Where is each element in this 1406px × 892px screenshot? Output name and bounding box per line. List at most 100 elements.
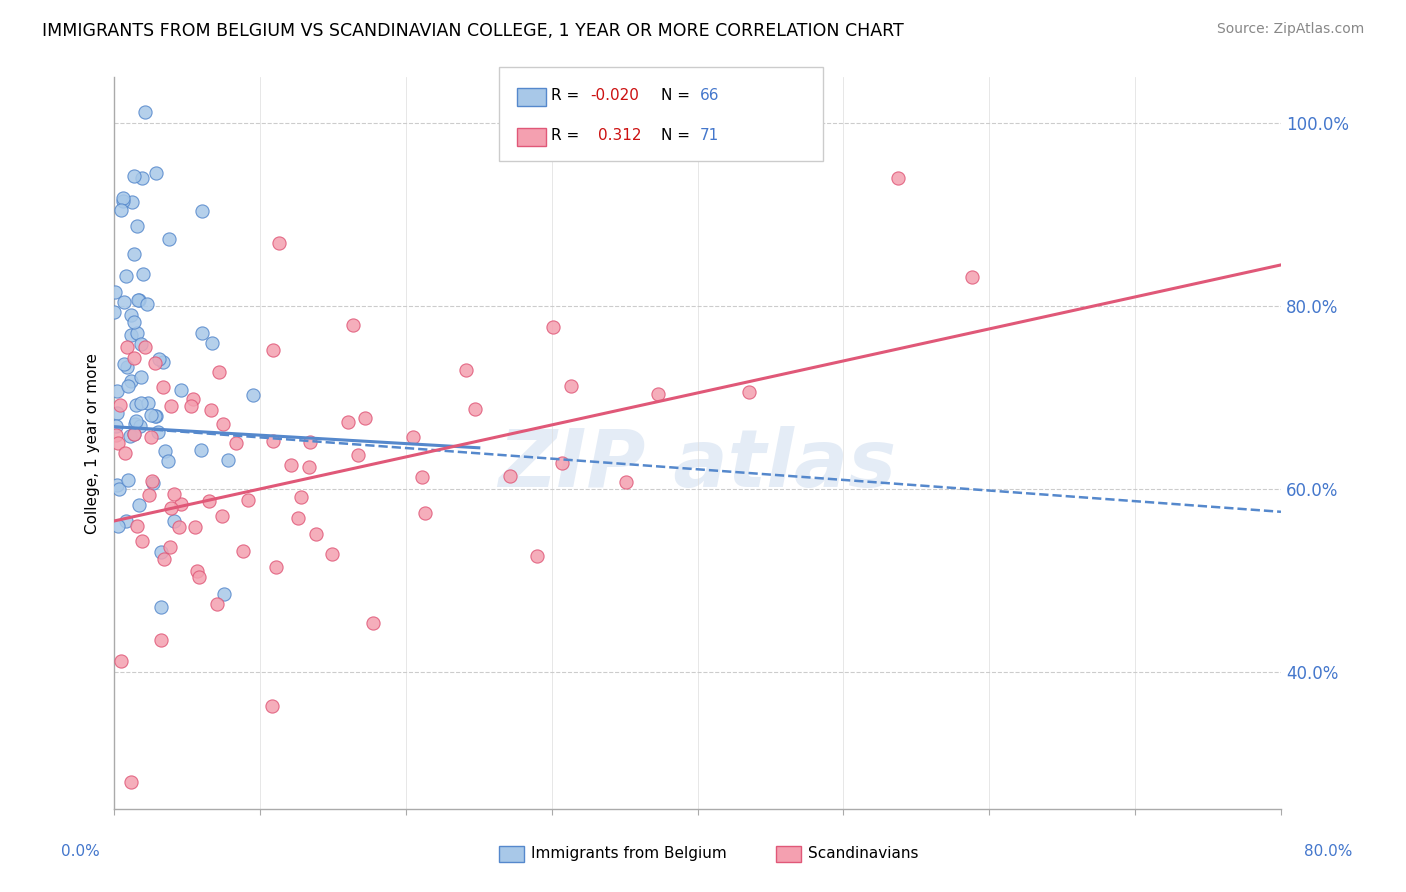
Point [103, 305, 125, 319]
Point [111, 194, 134, 208]
Point [267, 236, 290, 251]
Point [141, 475, 163, 489]
Point [112, 294, 135, 309]
Text: N =: N = [661, 128, 695, 144]
Point [184, 520, 207, 534]
Text: ZIP atlas: ZIP atlas [499, 426, 897, 504]
Point [305, 526, 328, 541]
Point [347, 448, 370, 462]
Text: 0.0%: 0.0% [60, 845, 100, 859]
Point [149, 632, 172, 647]
Point [129, 370, 152, 384]
Point [145, 166, 167, 180]
Point [115, 269, 138, 284]
Text: -0.020: -0.020 [591, 88, 640, 103]
Point [134, 341, 156, 355]
Point [159, 540, 181, 554]
Point [156, 454, 179, 468]
Point [104, 285, 127, 299]
Point [647, 386, 669, 401]
Text: Source: ZipAtlas.com: Source: ZipAtlas.com [1216, 22, 1364, 37]
Point [105, 418, 128, 433]
Point [125, 518, 148, 533]
Text: N =: N = [661, 88, 695, 103]
Point [614, 475, 637, 489]
Point [152, 355, 174, 369]
Point [262, 434, 284, 449]
Point [132, 267, 155, 281]
Point [146, 425, 169, 439]
Point [107, 436, 129, 450]
Point [200, 402, 222, 417]
Point [170, 497, 193, 511]
Point [131, 171, 153, 186]
Point [262, 343, 284, 357]
Point [105, 406, 128, 420]
Point [187, 570, 209, 584]
Point [120, 774, 142, 789]
Point [169, 384, 191, 398]
Point [238, 493, 260, 508]
Point [117, 379, 139, 393]
Point [127, 293, 149, 307]
Point [131, 534, 153, 549]
Point [122, 426, 145, 441]
Point [148, 351, 170, 366]
Text: Immigrants from Belgium: Immigrants from Belgium [531, 847, 727, 861]
Point [456, 363, 478, 377]
Text: Scandinavians: Scandinavians [808, 847, 920, 861]
Point [134, 104, 156, 119]
Point [413, 506, 436, 520]
Point [162, 486, 184, 500]
Point [105, 428, 128, 442]
Point [115, 359, 138, 374]
Point [353, 410, 375, 425]
Point [120, 328, 142, 343]
Point [111, 191, 134, 205]
Text: IMMIGRANTS FROM BELGIUM VS SCANDINAVIAN COLLEGE, 1 YEAR OR MORE CORRELATION CHAR: IMMIGRANTS FROM BELGIUM VS SCANDINAVIAN … [42, 22, 904, 40]
Point [143, 409, 166, 423]
Point [142, 476, 165, 491]
Point [127, 219, 149, 233]
Point [159, 500, 181, 515]
Point [167, 520, 190, 534]
Point [122, 315, 145, 329]
Point [160, 399, 183, 413]
Point [543, 319, 565, 334]
Point [560, 378, 582, 392]
Point [139, 408, 162, 422]
Point [122, 351, 145, 365]
Point [208, 366, 231, 380]
Point [138, 488, 160, 502]
Point [152, 379, 174, 393]
Point [120, 374, 142, 388]
Point [136, 297, 159, 311]
Point [190, 326, 212, 340]
Point [287, 511, 309, 525]
Point [298, 460, 321, 475]
Point [212, 587, 235, 601]
Point [211, 417, 233, 431]
Point [122, 247, 145, 261]
Point [181, 392, 204, 406]
Point [402, 430, 425, 444]
Point [232, 543, 254, 558]
Text: 66: 66 [700, 88, 720, 103]
Point [321, 547, 343, 561]
Point [110, 654, 132, 668]
Point [115, 340, 138, 354]
Point [298, 434, 321, 449]
Point [342, 318, 364, 333]
Point [114, 446, 136, 460]
Point [105, 478, 128, 492]
Point [960, 269, 983, 284]
Point [887, 170, 910, 185]
Point [136, 396, 159, 410]
Point [225, 436, 247, 450]
Point [191, 204, 214, 219]
Point [110, 202, 132, 217]
Point [143, 356, 166, 370]
Y-axis label: College, 1 year or more: College, 1 year or more [86, 352, 100, 533]
Point [201, 335, 224, 350]
Point [551, 456, 574, 470]
